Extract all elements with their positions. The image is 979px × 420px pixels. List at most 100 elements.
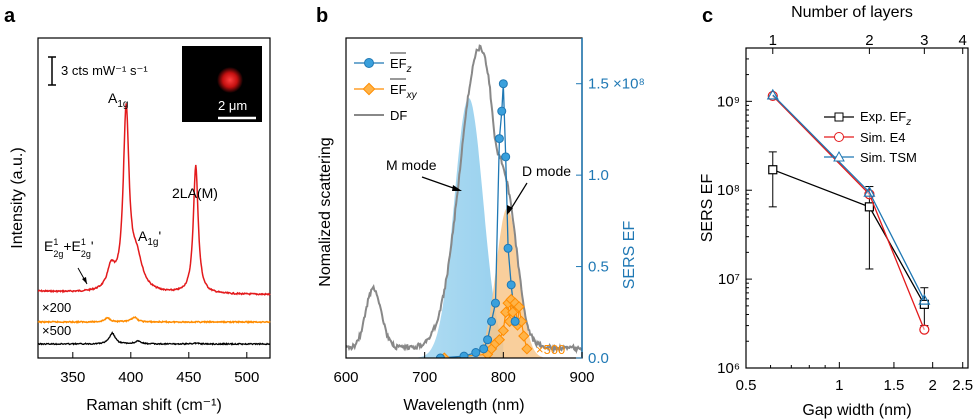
efz-point — [479, 344, 489, 354]
panel-c-y-tick-label: 10⁹ — [717, 93, 740, 110]
panel-c-x-tick-label: 2.5 — [952, 377, 973, 394]
panel-c-exp-point — [864, 202, 874, 212]
panel-c-top-axis-label: Number of layers — [791, 4, 913, 21]
legend-tsm-marker — [833, 150, 845, 162]
efxy-point — [500, 306, 512, 318]
panel-a-x-ticks: 350 400 450 500 — [60, 352, 259, 386]
legend-df-label: DF — [390, 108, 407, 123]
panel-c-y-tick-label: 10⁶ — [717, 360, 740, 377]
legend-efxy-marker — [362, 82, 376, 96]
panel-a-label-x200: ×200 — [42, 300, 71, 315]
efz-point — [487, 316, 497, 326]
peak-label-e2g: E1 2g+E1 2g' — [44, 237, 94, 259]
panel-c-x-tick-label: 0.5 — [736, 377, 757, 394]
efxy-point — [518, 330, 530, 342]
panel-b-y2-tick-label: 0.5 — [588, 259, 609, 276]
peak-label-2la: 2LA(M) — [172, 185, 218, 201]
efz-point — [471, 348, 481, 358]
panel-a-x-tick-label: 450 — [176, 369, 201, 386]
panel-b-x-tick-label: 700 — [412, 369, 437, 386]
panel-b-x-axis-label: Wavelength (nm) — [403, 397, 524, 414]
efz-point — [510, 316, 520, 326]
panel-c-tsm-point — [918, 293, 931, 305]
panel-b-x-tick-label: 600 — [333, 369, 358, 386]
panel-b-y-axis-label: Nomalized scattering — [317, 137, 334, 286]
legend-efxy-label: EFxy — [390, 82, 418, 101]
panel-a-inset-scale-label: 2 μm — [218, 98, 247, 113]
panel-b-x500-label: ×500 — [536, 342, 565, 357]
efxy-point — [497, 324, 509, 337]
panel-c-x-tick-label: 1 — [835, 377, 843, 394]
panel-b-d-mode-arrowhead — [507, 205, 513, 215]
panel-c-ticks: 0.5 1 1.5 2 2.5 1 2 3 4 10⁶ 10⁷ 10⁸ 10⁹ — [717, 32, 973, 394]
efz-point — [483, 335, 493, 345]
efz-point — [503, 243, 513, 253]
legend-e4-marker — [834, 132, 844, 142]
efz-point — [497, 106, 507, 116]
panel-b-y2-tick-label: 1.5 ×10⁸ — [588, 76, 645, 93]
efxy-point — [507, 306, 519, 318]
panel-c-y-tick-label: 10⁸ — [717, 182, 740, 199]
efz-point — [459, 351, 469, 358]
panel-a-y-axis-label: Intensity (a.u.) — [9, 147, 26, 248]
panel-letter-c: c — [702, 5, 713, 27]
peak-label-a1g-prime: A1g' — [138, 228, 161, 248]
panel-c-y-tick-label: 10⁷ — [718, 271, 740, 288]
panel-c-line-0 — [772, 169, 925, 305]
panel-c-tsm-point — [863, 185, 876, 197]
legend-efz-label: EFz — [390, 56, 412, 75]
panel-c-x-axis-label: Gap width (nm) — [802, 402, 911, 419]
efz-point — [435, 353, 445, 358]
panel-b-d-mode-label: D mode — [522, 163, 571, 179]
efz-point — [494, 134, 504, 144]
panel-letter-b: b — [316, 5, 328, 27]
panel-b-m-mode-label: M mode — [386, 157, 437, 173]
panel-a-spectrum-red — [37, 103, 271, 297]
panel-b-y2-ticks: 0.0 0.5 1.0 1.5 ×10⁸ — [576, 76, 645, 367]
panel-c-x-tick-label: 2 — [928, 377, 936, 394]
panel-b-df-curve — [346, 44, 582, 355]
panel-b-m-mode-arrowhead — [452, 185, 462, 191]
panel-b-y2-tick-label: 1.0 — [588, 167, 609, 184]
efz-point — [501, 152, 511, 162]
panel-c-tsm-point — [766, 88, 779, 100]
legend-e4-label: Sim. E4 — [860, 130, 906, 145]
efxy-point — [521, 343, 533, 355]
panel-b-x-tick-label: 800 — [491, 369, 516, 386]
legend-tsm-label: Sim. TSM — [860, 150, 917, 165]
panel-a-x-axis-label: Raman shift (cm⁻¹) — [86, 397, 222, 414]
panel-c-top-tick-label: 3 — [920, 32, 928, 49]
peak-label-a1g: A1g — [108, 90, 128, 110]
efz-point — [490, 298, 500, 308]
panel-a-peak-arrowhead — [82, 277, 87, 284]
panel-b-y2-axis-label: SERS EF — [621, 221, 638, 290]
panel-a-x-tick-label: 500 — [234, 369, 259, 386]
panel-b-m-mode-fill — [411, 98, 504, 358]
efz-point — [506, 280, 516, 290]
panel-a-spectrum-orange — [37, 316, 271, 324]
panel-b-y2-tick-label: 0.0 — [588, 350, 609, 367]
legend-exp-label: Exp. EFz — [860, 109, 911, 128]
legend-efz-marker — [364, 58, 374, 68]
panel-c-top-tick-label: 4 — [959, 32, 967, 49]
efxy-point — [513, 301, 525, 313]
panel-c-top-tick-label: 2 — [865, 32, 873, 49]
panel-b-x-tick-label: 900 — [569, 369, 594, 386]
legend-exp-marker — [834, 112, 844, 122]
efxy-point — [515, 315, 528, 328]
panel-c-frame — [745, 47, 969, 369]
panel-c-top-tick-label: 1 — [769, 32, 777, 49]
panel-c-y-axis-label: SERS EF — [699, 174, 716, 243]
efxy-point — [493, 334, 506, 346]
panel-a-frame — [37, 37, 271, 359]
panel-b-d-mode-arrow — [508, 182, 528, 213]
panel-a-inset-spot — [217, 67, 243, 93]
efz-point — [498, 79, 508, 89]
panel-c-line-2 — [772, 94, 925, 301]
panel-c-e4-point — [919, 324, 930, 335]
panel-c-exp-point — [768, 165, 778, 175]
panel-a-spectrum-black — [37, 331, 270, 346]
panel-a-x-tick-label: 350 — [60, 369, 85, 386]
panel-b-x-ticks: 600 700 800 900 — [333, 352, 595, 386]
